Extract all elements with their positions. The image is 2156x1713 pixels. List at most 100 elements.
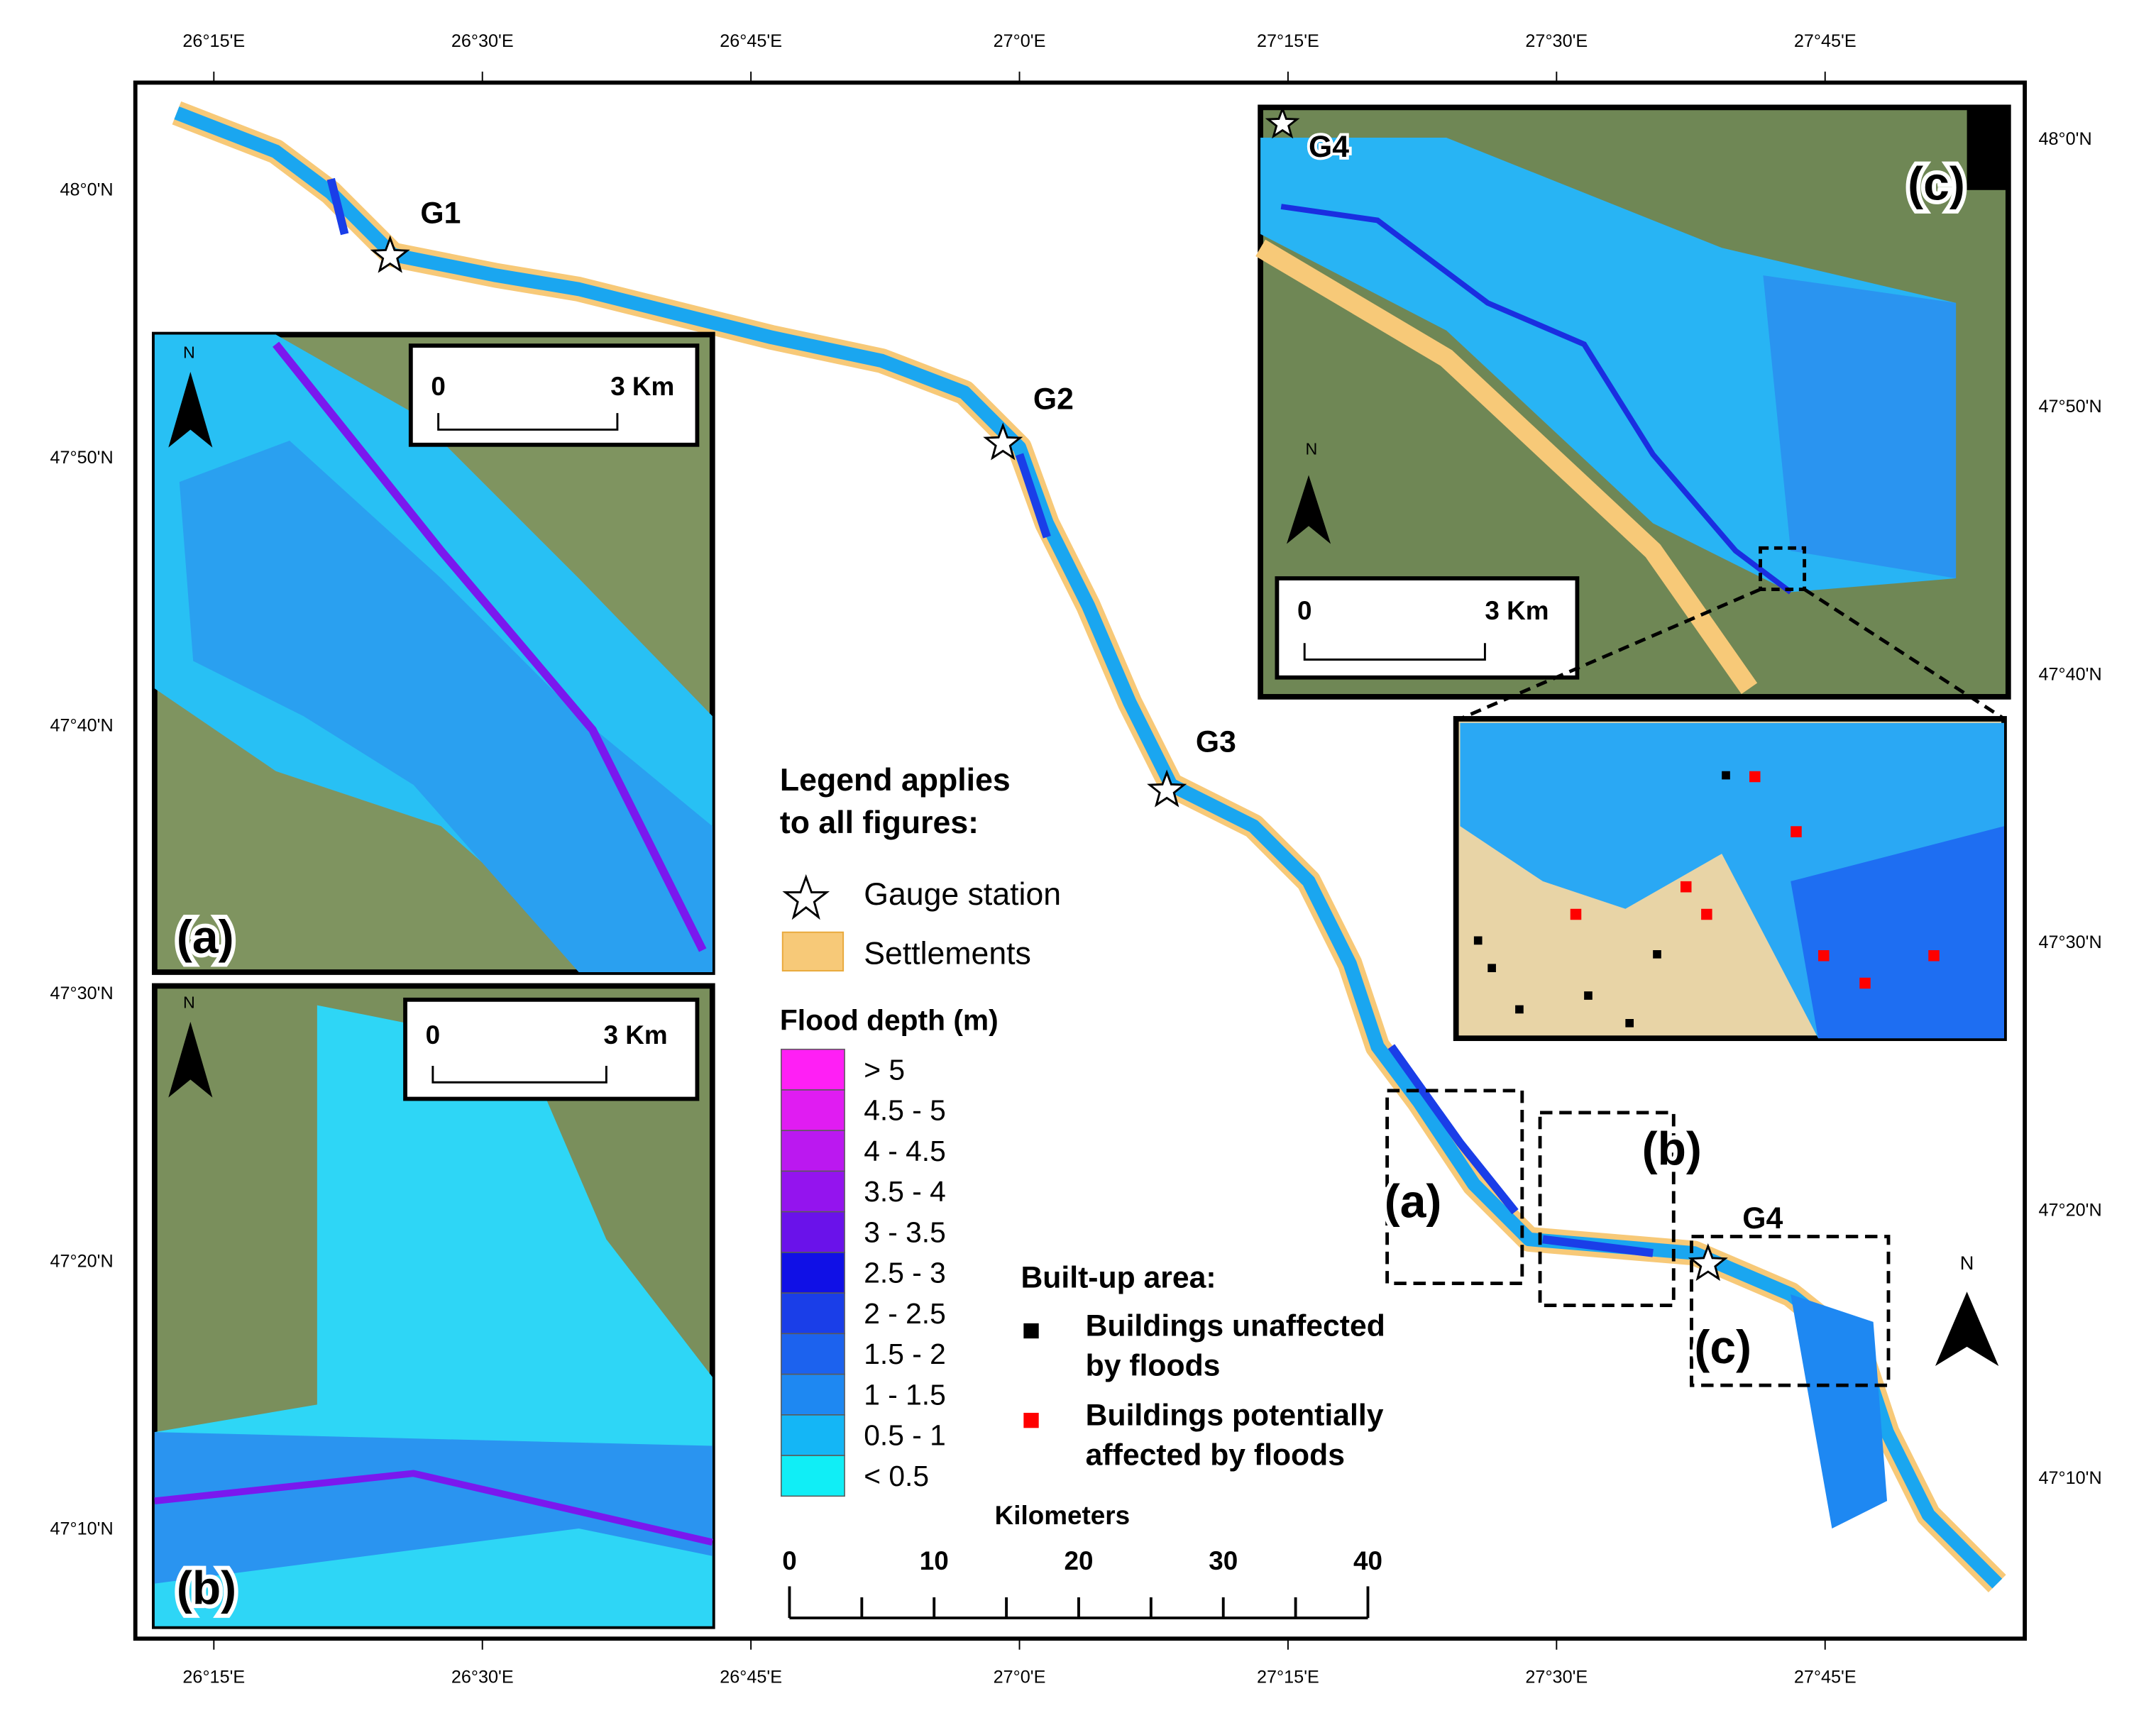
scale-label: 3 Km <box>1485 596 1549 625</box>
longitude-label: 27°45'E <box>1794 1667 1857 1687</box>
longitude-label: 26°30'E <box>451 1667 514 1687</box>
flood-class-label: 0.5 - 1 <box>864 1419 946 1452</box>
gauge-station <box>1147 769 1187 808</box>
longitude-label: 27°45'E <box>1794 31 1857 51</box>
scale-label: 20 <box>1064 1546 1093 1575</box>
latitude-label: 47°20'N <box>2039 1200 2102 1220</box>
scale-label: 40 <box>1353 1546 1382 1575</box>
inset-b <box>152 983 715 1629</box>
flood-class-label: 1.5 - 2 <box>864 1338 946 1370</box>
longitude-label: 27°0'E <box>994 1667 1046 1687</box>
scale-label: 0 <box>782 1546 797 1575</box>
flood-class-swatch <box>781 1089 845 1131</box>
north-arrow <box>1935 1291 1999 1366</box>
gauge-station <box>370 235 410 273</box>
gauge-label: G4 <box>1742 1201 1783 1235</box>
flood-class-swatch <box>781 1373 845 1416</box>
box-label: (c) <box>1694 1321 1751 1373</box>
latitude-label: 47°40'N <box>50 715 113 735</box>
box-label: (b) <box>1642 1123 1702 1175</box>
flood-class-swatch <box>781 1130 845 1172</box>
latitude-label: 47°30'N <box>2039 932 2102 952</box>
inset-c <box>1255 104 2011 721</box>
flood-class-swatch <box>781 1455 845 1497</box>
gauge-label: G3 <box>1196 725 1236 759</box>
longitude-label: 26°15'E <box>182 1667 245 1687</box>
latitude-label: 48°0'N <box>2039 129 2092 149</box>
flood-class-label: 3.5 - 4 <box>864 1175 946 1208</box>
gauge-symbol <box>782 874 830 920</box>
flood-class-swatch <box>781 1170 845 1213</box>
settlement-symbol <box>781 931 845 972</box>
legend-title: Flood depth (m) <box>780 1004 999 1037</box>
latitude-label: 47°50'N <box>2039 397 2102 417</box>
inset-label: (c) <box>1908 157 1965 209</box>
legend-title: Built-up area: <box>1021 1260 1216 1294</box>
inset-label: (b) <box>177 1562 236 1614</box>
scale-label: 0 <box>1297 596 1312 625</box>
inset-label: (a) <box>177 910 234 963</box>
flood-class-swatch <box>781 1211 845 1253</box>
north-label: N <box>1306 439 1318 458</box>
inset-a <box>152 331 715 975</box>
legend-label: Gauge station <box>864 877 1061 912</box>
flood-class-label: < 0.5 <box>864 1460 929 1492</box>
flood-class-label: 4 - 4.5 <box>864 1135 946 1167</box>
flood-class-swatch <box>781 1292 845 1335</box>
box-label: (a) <box>1385 1174 1442 1227</box>
legend-title: to all figures: <box>780 805 979 840</box>
scale-label: 10 <box>920 1546 949 1575</box>
gauge-station <box>983 422 1023 461</box>
scale-label: 0 <box>431 372 446 401</box>
longitude-label: 27°30'E <box>1525 31 1588 51</box>
legend-title: Legend applies <box>780 763 1011 798</box>
flood-class-swatch <box>781 1048 845 1091</box>
gauge-label: G2 <box>1033 382 1074 416</box>
gauge-station <box>1265 106 1300 139</box>
north-label: N <box>183 343 195 362</box>
latitude-label: 48°0'N <box>60 180 113 200</box>
latitude-label: 47°50'N <box>50 448 113 468</box>
building-swatch <box>1023 1323 1039 1339</box>
scale-label: 3 Km <box>603 1020 667 1050</box>
flood-class-label: > 5 <box>864 1053 905 1086</box>
longitude-label: 27°15'E <box>1257 1667 1319 1687</box>
flood-class-swatch <box>781 1252 845 1294</box>
gauge-station <box>1688 1243 1728 1282</box>
flood-class-label: 2 - 2.5 <box>864 1297 946 1330</box>
building-label: affected by floods <box>1086 1438 1345 1472</box>
latitude-label: 47°10'N <box>2039 1468 2102 1488</box>
flood-class-swatch <box>781 1414 845 1456</box>
scale-label: 3 Km <box>610 372 674 401</box>
longitude-label: 27°15'E <box>1257 31 1319 51</box>
north-label: N <box>183 993 195 1011</box>
latitude-label: 47°10'N <box>50 1519 113 1539</box>
building-swatch <box>1023 1412 1039 1428</box>
building-label: by floods <box>1086 1349 1221 1383</box>
longitude-label: 26°45'E <box>720 31 782 51</box>
scale-title: Kilometers <box>995 1501 1131 1530</box>
scale-label: 30 <box>1209 1546 1238 1575</box>
flood-class-label: 1 - 1.5 <box>864 1378 946 1411</box>
latitude-label: 47°40'N <box>2039 665 2102 685</box>
latitude-label: 47°20'N <box>50 1251 113 1271</box>
building-label: Buildings unaffected <box>1086 1309 1385 1343</box>
longitude-label: 27°0'E <box>994 31 1046 51</box>
flood-class-label: 3 - 3.5 <box>864 1216 946 1248</box>
gauge-label: G1 <box>420 196 461 230</box>
longitude-label: 27°30'E <box>1525 1667 1588 1687</box>
longitude-label: 26°45'E <box>720 1667 782 1687</box>
extent-boxes <box>1385 1089 1891 1387</box>
flood-class-swatch <box>781 1333 845 1375</box>
longitude-label: 26°15'E <box>182 31 245 51</box>
flood-class-label: 4.5 - 5 <box>864 1094 946 1127</box>
longitude-label: 26°30'E <box>451 31 514 51</box>
inset-detail <box>1453 716 2007 1042</box>
latitude-label: 47°30'N <box>50 984 113 1003</box>
gauge-label: G4 <box>1309 130 1349 164</box>
legend-label: Settlements <box>864 936 1031 971</box>
flood-class-label: 2.5 - 3 <box>864 1257 946 1289</box>
scale-label: 0 <box>426 1020 441 1050</box>
north-label: N <box>1960 1252 1974 1274</box>
